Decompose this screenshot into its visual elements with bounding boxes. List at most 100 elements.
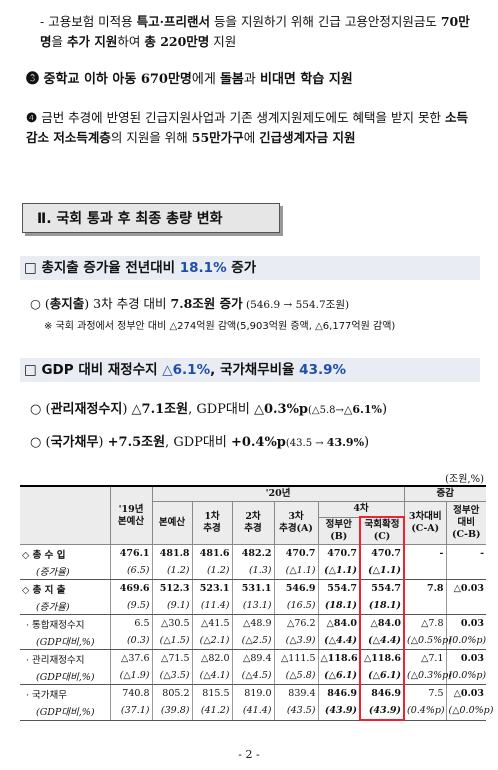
text: 금번 추경에 반영된 긴급지원사업과 기존 생계지원제도에도 혜택을 받지 못한 bbox=[37, 110, 445, 125]
table-cell: △118.6 bbox=[317, 649, 360, 667]
header-cell: 증감 bbox=[403, 485, 487, 502]
text: 증가 bbox=[226, 260, 257, 276]
table-cell: 0.03 bbox=[445, 614, 487, 632]
table-cell: 740.8 bbox=[109, 684, 152, 702]
table-cell: 482.2 bbox=[231, 544, 274, 562]
table-row: (GDP대비,%) (0.3) (△1.5) (△2.1) (△2.5) (△3.9) (△… bbox=[20, 632, 486, 650]
table-cell: 839.4 bbox=[273, 684, 318, 702]
table-cell bbox=[445, 562, 487, 580]
text: 총 220만명 bbox=[144, 34, 210, 49]
row-label: · 국가채무 bbox=[26, 689, 67, 701]
table-cell: - bbox=[445, 544, 487, 562]
header-cell: '20년 bbox=[151, 485, 405, 502]
table-cell: (6.5) bbox=[109, 562, 152, 580]
table-cell: 819.0 bbox=[231, 684, 274, 702]
table: '19년 본예산 '20년 증감 본예산 1차 추경 2차 추경 3차 추경(A… bbox=[20, 485, 493, 721]
table-cell: 7.8 bbox=[403, 579, 446, 597]
table-cell: (0.4%p) bbox=[403, 702, 446, 721]
text: ( bbox=[41, 402, 51, 417]
paragraph: ❸ 중학교 이하 아동 670만명에게 돌봄과 비대면 학습 지원 bbox=[26, 70, 486, 90]
text: 18.1% bbox=[179, 260, 227, 276]
text: ) bbox=[98, 435, 108, 450]
text: 총지출 bbox=[49, 296, 85, 311]
table-cell: (43.9) bbox=[359, 702, 405, 721]
table-cell: △89.4 bbox=[231, 649, 274, 667]
table-cell: (△3.9) bbox=[273, 632, 318, 650]
table-cell: (△2.5) bbox=[231, 632, 274, 650]
paragraph: ○ (국가채무) +7.5조원, GDP대비 +0.4%p(43.5 → 43.… bbox=[30, 433, 490, 454]
bullet: ○ bbox=[30, 402, 42, 417]
row-label: (증가율) bbox=[20, 562, 110, 580]
text: △6.1% bbox=[343, 403, 382, 416]
table-cell: (1.2) bbox=[151, 562, 192, 580]
header-cell: '19년 본예산 bbox=[109, 485, 153, 545]
heading: □ GDP 대비 재정수지 △6.1%, 국가채무비율 43.9% bbox=[20, 358, 480, 382]
table-cell: (△1.5) bbox=[151, 632, 192, 650]
table-row: · 통합재정수지 6.5 △30.5 △41.5 △48.9 △76.2 △84.0 △84.… bbox=[20, 614, 487, 632]
text: ( bbox=[40, 296, 50, 311]
text: 70만명 bbox=[40, 14, 470, 49]
page-number: - 2 - bbox=[238, 748, 260, 761]
header-cell: 1차 추경 bbox=[191, 501, 233, 545]
table-cell: (△6.1) bbox=[359, 667, 405, 685]
table-cell: (△1.9) bbox=[109, 667, 152, 685]
table-row: ◇ 총 수 입 476.1 481.8 481.6 482.2 470.7 470.7 470… bbox=[20, 544, 487, 562]
text: 과 bbox=[243, 72, 260, 87]
table-cell: (△0.0%p) bbox=[445, 702, 493, 721]
text: 43.9% bbox=[299, 362, 347, 378]
paragraph: - 고용보험 미적용 특고·프리랜서 등을 지원하기 위해 긴급 고용안정지원금… bbox=[40, 12, 480, 52]
header-cell: 3차 추경(A) bbox=[273, 501, 319, 545]
text: △6.1% bbox=[162, 362, 211, 378]
text: ) bbox=[381, 402, 388, 417]
table-cell: (13.1) bbox=[231, 597, 274, 615]
text: △7.1조원 bbox=[131, 402, 189, 417]
row-label: ◇ 총 수 입 bbox=[22, 549, 66, 561]
table-cell: (△2.1) bbox=[191, 632, 232, 650]
text: 에게 bbox=[191, 72, 220, 87]
table-cell: △82.0 bbox=[191, 649, 232, 667]
header-cell: 3차대비 (C-A) bbox=[403, 501, 447, 545]
table-row: (증가율) (6.5) (1.2) (1.2) (1.3) (△1.1) (△1.1) (△1… bbox=[20, 562, 487, 580]
table-cell: △37.6 bbox=[109, 649, 152, 667]
text: 소득감소 저소득계층 bbox=[26, 110, 468, 145]
table-cell: △41.5 bbox=[191, 614, 232, 632]
header-cell: 4차 bbox=[317, 501, 405, 518]
text: 을 bbox=[51, 34, 67, 49]
header-cell bbox=[20, 485, 111, 545]
text: (△5.8→ bbox=[308, 405, 344, 416]
table-cell: (△0.5%p) bbox=[403, 632, 452, 650]
text: (43.5 → bbox=[285, 438, 327, 449]
header-cell: 2차 추경 bbox=[231, 501, 275, 545]
header-cell: 국회확정 (C) bbox=[359, 516, 405, 545]
text: 관리재정수지 bbox=[50, 402, 123, 417]
table-cell: △30.5 bbox=[151, 614, 192, 632]
text: +7.5조원 bbox=[107, 435, 166, 450]
text: 추가 지원 bbox=[67, 34, 118, 49]
table-row: · 국가채무 740.8 805.2 815.5 819.0 839.4 846.9 846.… bbox=[20, 684, 487, 702]
table-cell: 815.5 bbox=[191, 684, 232, 702]
table-cell: 554.7 bbox=[359, 579, 405, 597]
table-row: (증가율) (9.5) (9.1) (11.4) (13.1) (16.5) (18.1)(… bbox=[20, 597, 487, 615]
table-cell: 7.5 bbox=[403, 684, 446, 702]
text: 총지출 증가율 전년대비 bbox=[36, 260, 180, 276]
table-cell: 805.2 bbox=[151, 684, 192, 702]
header-cell: 정부안 (B) bbox=[317, 516, 361, 545]
header-cell: 정부안 대비 (C-B) bbox=[445, 501, 487, 545]
table-cell: (△4.4) bbox=[317, 632, 360, 650]
table-row: (GDP대비,%) (△1.9) (△3.5) (△4.1) (△4.5) (△5.8)(… bbox=[20, 667, 486, 685]
table-cell: (1.2) bbox=[191, 562, 232, 580]
table-cell: 476.1 bbox=[109, 544, 152, 562]
table-cell bbox=[403, 597, 446, 615]
text: 지원 bbox=[209, 34, 237, 49]
table-cell: 523.1 bbox=[191, 579, 232, 597]
table-cell: 846.9 bbox=[317, 684, 360, 702]
text: ) bbox=[364, 435, 370, 450]
table-cell: △84.0 bbox=[317, 614, 360, 632]
table-cell: (△4.4) bbox=[359, 632, 405, 650]
table-cell: 554.7 bbox=[317, 579, 360, 597]
heading: □ 총지출 증가율 전년대비 18.1% 증가 bbox=[20, 256, 480, 280]
bullet: ○ bbox=[30, 435, 42, 450]
text: +0.4%p bbox=[230, 435, 286, 450]
paragraph: ○ (총지출) 3차 추경 대비 7.8조원 증가 (546.9 → 554.7… bbox=[30, 294, 490, 315]
